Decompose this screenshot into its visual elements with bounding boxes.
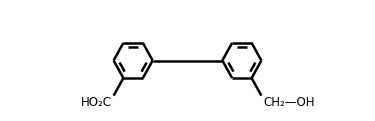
Text: HO₂C: HO₂C xyxy=(81,96,112,109)
Text: CH₂—OH: CH₂—OH xyxy=(263,96,315,109)
